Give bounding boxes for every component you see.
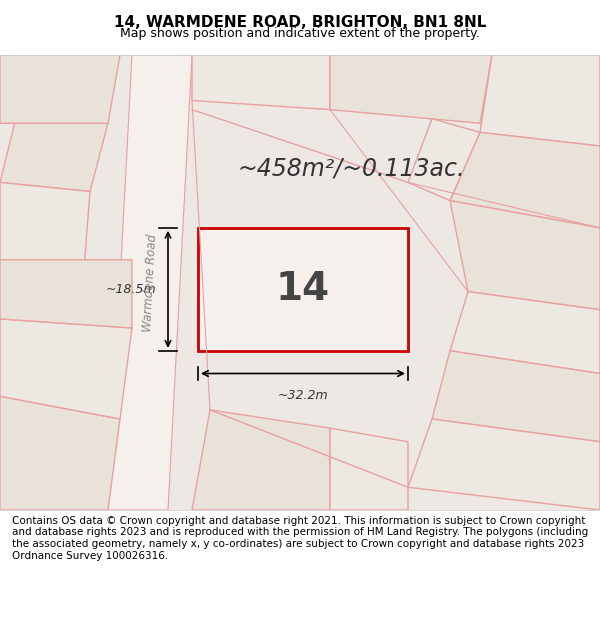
Text: Contains OS data © Crown copyright and database right 2021. This information is : Contains OS data © Crown copyright and d…: [12, 516, 588, 561]
Bar: [198, 228, 408, 351]
Polygon shape: [0, 396, 120, 510]
Polygon shape: [0, 260, 132, 328]
Polygon shape: [480, 55, 600, 146]
Polygon shape: [408, 419, 600, 510]
Text: 14: 14: [276, 271, 330, 308]
Polygon shape: [450, 201, 600, 310]
Polygon shape: [330, 55, 492, 123]
Polygon shape: [330, 428, 408, 510]
Polygon shape: [408, 119, 480, 201]
Text: 14, WARMDENE ROAD, BRIGHTON, BN1 8NL: 14, WARMDENE ROAD, BRIGHTON, BN1 8NL: [114, 16, 486, 31]
Polygon shape: [450, 132, 600, 228]
Text: ~458m²/~0.113ac.: ~458m²/~0.113ac.: [237, 157, 465, 181]
Text: Warmdene Road: Warmdene Road: [141, 233, 159, 332]
Polygon shape: [0, 55, 120, 123]
Polygon shape: [192, 410, 330, 510]
Polygon shape: [432, 351, 600, 442]
Text: Map shows position and indicative extent of the property.: Map shows position and indicative extent…: [120, 27, 480, 39]
Polygon shape: [0, 182, 90, 269]
Text: ~18.5m: ~18.5m: [106, 283, 156, 296]
Polygon shape: [450, 292, 600, 374]
Polygon shape: [192, 55, 330, 109]
Polygon shape: [0, 319, 132, 419]
Text: ~32.2m: ~32.2m: [278, 389, 328, 402]
Polygon shape: [0, 109, 108, 191]
Polygon shape: [108, 55, 192, 510]
